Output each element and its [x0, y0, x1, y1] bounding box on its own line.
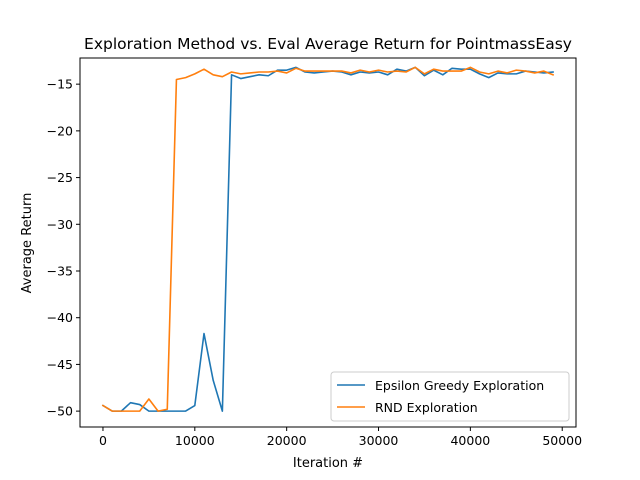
x-axis: 0 10000 20000 30000 40000 50000	[99, 427, 582, 448]
y-tick-label: −35	[47, 263, 73, 278]
axes-frame	[79, 57, 577, 428]
legend-label-epsilon-greedy: Epsilon Greedy Exploration	[375, 378, 544, 393]
legend-label-rnd: RND Exploration	[375, 400, 478, 415]
y-tick-label: −30	[47, 217, 73, 232]
y-tick-label: −45	[47, 357, 73, 372]
legend: Epsilon Greedy Exploration RND Explorati…	[330, 371, 570, 422]
x-tick-label: 30000	[359, 433, 399, 448]
y-tick-label: −40	[47, 310, 73, 325]
y-tick-label: −20	[47, 123, 73, 138]
series-line-rnd	[101, 66, 555, 412]
x-tick-label: 20000	[267, 433, 307, 448]
x-tick-label: 50000	[542, 433, 582, 448]
y-tick-label: −50	[47, 404, 73, 419]
legend-frame	[330, 371, 570, 422]
x-tick-label: 10000	[175, 433, 215, 448]
plot-area	[101, 66, 555, 412]
x-tick-label: 40000	[450, 433, 490, 448]
y-axis: −50 −45 −40 −35 −30 −25 −20 −15	[47, 77, 80, 419]
x-axis-label: Iteration #	[293, 456, 363, 471]
y-tick-label: −15	[47, 77, 73, 92]
x-tick-label: 0	[99, 433, 107, 448]
y-axis-label: Average Return	[20, 193, 35, 294]
y-tick-label: −25	[47, 170, 73, 185]
chart-title: Exploration Method vs. Eval Average Retu…	[84, 35, 572, 53]
